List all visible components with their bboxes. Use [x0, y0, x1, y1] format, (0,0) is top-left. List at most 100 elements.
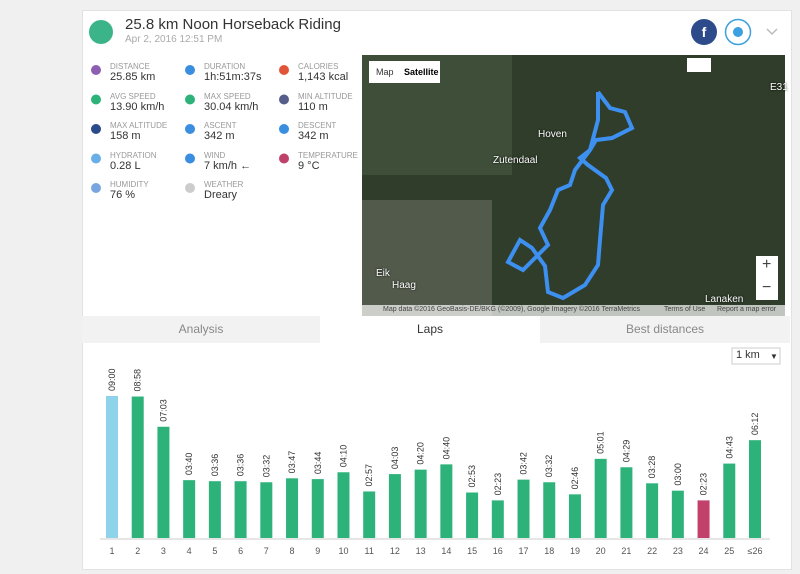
lap-bar: [183, 480, 196, 538]
lap-time-label: 02:23: [699, 473, 709, 496]
stat-icon: [91, 124, 101, 134]
stat-value: 342 m: [298, 130, 329, 142]
lap-number: 9: [315, 546, 320, 556]
stat-label: HUMIDITY: [110, 180, 149, 189]
zoom-control: [756, 256, 778, 300]
stat-icon: [185, 153, 195, 164]
lap-time-label: 03:32: [544, 455, 554, 478]
attribution-bar: [362, 305, 785, 316]
stat-label: WIND: [204, 150, 226, 160]
facebook-icon: f: [702, 24, 707, 40]
stat-value: 30.04 km/h: [204, 100, 259, 113]
lap-number: 13: [416, 546, 426, 556]
twitter-icon: [733, 27, 743, 37]
lap-time-label: 03:00: [673, 463, 683, 486]
lap-bar: [723, 463, 736, 538]
tab[interactable]: Best distances: [540, 316, 790, 343]
stat-value: 158 m: [110, 130, 141, 142]
lap-time-label: 04:03: [390, 447, 400, 470]
lap-bar: [517, 479, 530, 538]
stat-icon: [185, 65, 195, 75]
stat-icon: [91, 65, 101, 75]
fullscreen-button[interactable]: [687, 58, 711, 72]
date: Apr 2, 2016 12:51 PM: [125, 34, 223, 45]
select-arrow: ▼: [770, 352, 778, 361]
stat-icon: [185, 94, 195, 105]
lap-number: 19: [570, 546, 580, 556]
place-label: Hoven: [538, 129, 567, 140]
lap-number: 14: [441, 546, 451, 556]
lap-number: 5: [212, 546, 217, 556]
lap-number: 24: [699, 546, 709, 556]
facebook-button[interactable]: [691, 19, 717, 45]
zoom-in[interactable]: +: [762, 256, 772, 273]
stat-icon: [279, 94, 289, 105]
lap-time-label: 04:29: [621, 440, 631, 463]
unit-select-label[interactable]: 1 km: [736, 349, 760, 361]
lap-time-label: 03:40: [184, 453, 194, 476]
lap-time-label: 04:10: [338, 445, 348, 468]
stat-label: CALORIES: [298, 62, 339, 71]
stat-value: 0.28 L: [110, 159, 141, 172]
lap-time-label: 04:20: [416, 442, 426, 465]
tab[interactable]: Analysis: [82, 316, 320, 343]
lap-bar: [620, 467, 633, 538]
lap-number: 18: [544, 546, 554, 556]
lap-time-label: 09:00: [107, 368, 117, 391]
stat-label: DURATION: [204, 62, 246, 71]
report-link[interactable]: Report a map error: [717, 306, 777, 313]
lap-time-label: 02:46: [570, 467, 580, 490]
stat-value: 9 °C: [298, 159, 320, 172]
lap-bar: [543, 482, 556, 538]
lap-number: 2: [135, 546, 140, 556]
lap-number: 17: [519, 546, 529, 556]
lap-number: 22: [647, 546, 657, 556]
stat-icon: [279, 153, 289, 164]
lap-time-label: 03:36: [236, 454, 246, 477]
lap-bar: [131, 396, 144, 538]
lap-number: 25: [724, 546, 734, 556]
stat-icon: [91, 153, 101, 164]
route: [505, 90, 635, 301]
stat-icon: [279, 65, 289, 75]
lap-number: 23: [673, 546, 683, 556]
map-button[interactable]: Map: [376, 67, 394, 77]
lap-bar: [466, 492, 479, 538]
unit-select[interactable]: [731, 347, 781, 365]
lap-time-label: 02:57: [364, 464, 374, 487]
tab[interactable]: Laps: [320, 316, 540, 343]
stat-label: DESCENT: [298, 121, 337, 130]
stat-value: 1,143 kcal: [298, 71, 349, 83]
lap-number: 8: [290, 546, 295, 556]
lap-bar: [671, 490, 684, 538]
lap-bar: [208, 481, 221, 538]
lap-number: 16: [493, 546, 503, 556]
expand-chevron[interactable]: [766, 28, 778, 36]
lap-time-label: 03:36: [210, 454, 220, 477]
stat-value: 1h:51m:37s: [204, 71, 262, 83]
map-type-control: [369, 61, 440, 83]
stat-label: MAX ALTITUDE: [110, 121, 168, 130]
stat-icon: [91, 94, 101, 105]
stat-label: AVG SPEED: [110, 91, 156, 101]
lap-number: 4: [187, 546, 192, 556]
lap-number: 20: [596, 546, 606, 556]
sport-icon: [89, 20, 113, 44]
lap-bar: [363, 491, 376, 538]
lap-time-label: 08:58: [133, 369, 143, 392]
stat-value: 110 m: [298, 100, 328, 113]
lap-number: 12: [390, 546, 400, 556]
title: 25.8 km Noon Horseback Riding: [125, 16, 341, 33]
lap-bar: [337, 472, 350, 538]
lap-time-label: 04:43: [724, 436, 734, 459]
map-button[interactable]: Satellite: [404, 67, 439, 77]
stat-value: 342 m: [204, 130, 235, 142]
zoom-out[interactable]: −: [762, 279, 772, 296]
terms-link[interactable]: Terms of Use: [664, 306, 706, 313]
stat-label: TEMPERATURE: [298, 150, 358, 160]
lap-bar: [234, 481, 247, 538]
place-label: E31: [770, 82, 788, 93]
lap-number: 21: [621, 546, 631, 556]
stat-icon: [279, 124, 289, 134]
